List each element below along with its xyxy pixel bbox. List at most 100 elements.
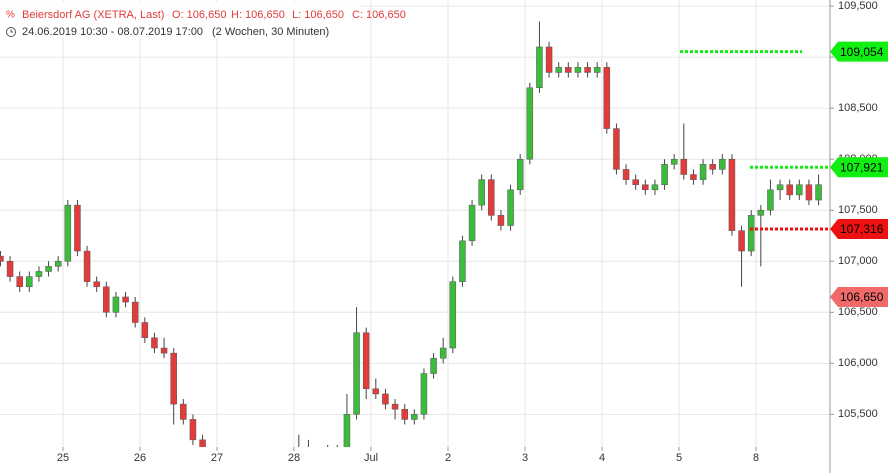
candle-body — [728, 158, 736, 231]
price-tag-label: 107,921 — [840, 160, 884, 174]
candle-body — [93, 281, 100, 288]
y-tick-label: 108,500 — [838, 102, 878, 114]
candle-body — [315, 455, 321, 460]
x-tick-label: 5 — [676, 452, 682, 464]
quote-open: O: 106,650 — [172, 9, 226, 21]
candle-body — [343, 414, 351, 447]
price-tag — [830, 157, 888, 178]
candle-body — [805, 184, 813, 201]
candle-body — [488, 179, 495, 216]
candle-body — [670, 158, 678, 165]
candle-body — [545, 46, 553, 73]
x-tick-label: 2 — [445, 452, 451, 464]
candle-body — [16, 276, 23, 288]
candle-body — [353, 332, 360, 415]
candle-body — [651, 184, 659, 191]
price-tag — [830, 219, 888, 240]
candle-body — [642, 184, 649, 191]
candle-body — [6, 261, 14, 277]
clock-hand — [10, 29, 13, 33]
candle-body — [786, 184, 793, 196]
candle-body — [45, 266, 52, 272]
candle-body — [74, 204, 81, 252]
candle-body — [747, 215, 755, 252]
candle-body — [603, 67, 611, 129]
x-tick-label: 3 — [522, 452, 528, 464]
y-tick-label: 106,500 — [838, 306, 878, 318]
candle-body — [160, 347, 168, 354]
candle-body — [497, 215, 505, 226]
price-tag-label: 107,316 — [840, 222, 884, 236]
x-tick-label: 28 — [288, 452, 300, 464]
price-tag — [830, 41, 888, 62]
candle-body — [555, 67, 562, 73]
candle-body — [411, 414, 418, 420]
y-tick-label: 107,500 — [838, 204, 878, 216]
candle-body — [209, 465, 215, 470]
candle-body — [83, 250, 91, 282]
candle-body — [719, 158, 726, 170]
instrument-title: Beiersdorf AG (XETRA, Last) — [22, 9, 164, 21]
candle-body — [0, 255, 4, 262]
candle-body — [478, 179, 485, 206]
candle-body — [439, 347, 447, 359]
x-tick-label: 26 — [134, 452, 146, 464]
candle-body — [459, 240, 466, 282]
overlay: 109,054 107,921 107,316 106,650 — [680, 41, 888, 307]
candle-body — [584, 67, 591, 73]
candle-body — [622, 169, 630, 180]
candles — [0, 21, 822, 473]
price-tag-label: 106,650 — [840, 290, 884, 304]
candle-body — [738, 230, 745, 252]
candle-body — [267, 465, 273, 470]
candle-body — [401, 408, 408, 420]
candle-body — [507, 189, 514, 226]
candle-body — [305, 450, 311, 455]
candle-body — [382, 393, 389, 405]
candle-body — [122, 296, 129, 303]
candle-body — [565, 67, 572, 73]
candle-body — [151, 337, 158, 349]
candle-body — [141, 322, 149, 339]
candle-body — [690, 174, 697, 180]
candle-body — [35, 271, 43, 277]
candle-body — [170, 352, 177, 405]
candle-body — [257, 465, 263, 473]
candle-body — [180, 403, 187, 420]
candle-body — [709, 164, 716, 170]
icon: % — [6, 10, 15, 21]
x-tick-label: 4 — [599, 452, 605, 464]
y-tick-label: 105,500 — [838, 408, 878, 420]
candle-body — [325, 450, 331, 460]
period-note: (2 Wochen, 30 Minuten) — [212, 26, 329, 38]
candle-body — [286, 465, 292, 473]
candle-body — [103, 286, 110, 313]
x-tick-label: 25 — [57, 452, 69, 464]
candle-body — [334, 450, 340, 455]
candle-body — [199, 439, 206, 447]
candle-body — [680, 158, 688, 175]
header-bg — [0, 2, 360, 38]
y-tick-label: 109,500 — [838, 0, 878, 12]
candle-body — [536, 46, 543, 89]
candle-body — [430, 357, 437, 374]
candle-body — [776, 184, 784, 191]
candle-body — [815, 184, 822, 201]
candle-body — [796, 184, 803, 196]
grid: 105,500106,000106,500107,000107,500108,0… — [0, 0, 878, 464]
candle-body — [468, 204, 476, 242]
candle-body — [767, 189, 774, 211]
candle-body — [64, 204, 72, 262]
clock-icon — [6, 27, 16, 37]
quote-high: H: 106,650 — [231, 9, 285, 21]
candle-body — [372, 388, 380, 395]
period: 24.06.2019 10:30 - 08.07.2019 17:00 — [22, 26, 203, 38]
x-tick-label: 27 — [211, 452, 223, 464]
price-tag-label: 109,054 — [840, 45, 884, 59]
x-tick-label: Jul — [364, 452, 378, 464]
y-tick-label: 107,000 — [838, 255, 878, 267]
candle-body — [593, 67, 601, 73]
candle-body — [632, 179, 639, 185]
candle-body — [449, 281, 457, 349]
